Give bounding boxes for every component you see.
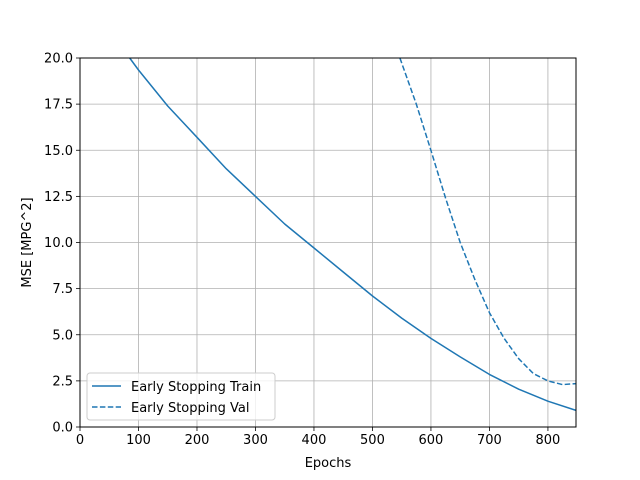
y-tick-label: 7.5 bbox=[52, 282, 73, 297]
x-tick-label: 0 bbox=[76, 433, 84, 448]
y-tick-label: 5.0 bbox=[52, 328, 73, 343]
y-tick-label: 10.0 bbox=[44, 236, 73, 251]
legend-train-label: Early Stopping Train bbox=[131, 380, 261, 395]
x-tick-label: 500 bbox=[360, 433, 385, 448]
y-axis-label: MSE [MPG^2] bbox=[20, 197, 35, 287]
x-axis-label: Epochs bbox=[305, 456, 352, 471]
x-tick-label: 800 bbox=[536, 433, 561, 448]
x-tick-label: 100 bbox=[126, 433, 151, 448]
x-tick-label: 600 bbox=[419, 433, 444, 448]
y-tick-label: 20.0 bbox=[44, 52, 73, 67]
val-loss-line bbox=[399, 57, 577, 386]
x-tick-label: 200 bbox=[185, 433, 210, 448]
legend-box bbox=[86, 372, 276, 421]
plot-series bbox=[129, 57, 577, 412]
y-tick-label: 15.0 bbox=[44, 144, 73, 159]
y-axis-ticks: 0.0 2.5 5.0 7.5 10.0 12.5 15.0 17.5 20.0 bbox=[44, 52, 80, 436]
x-axis-ticks: 0 100 200 300 400 500 600 700 800 bbox=[76, 427, 560, 448]
y-tick-label: 12.5 bbox=[44, 190, 73, 205]
legend: Early Stopping Train Early Stopping Val bbox=[86, 372, 276, 421]
y-tick-label: 17.5 bbox=[44, 98, 73, 113]
x-tick-label: 400 bbox=[302, 433, 327, 448]
x-tick-label: 300 bbox=[243, 433, 268, 448]
x-tick-label: 700 bbox=[477, 433, 502, 448]
y-tick-label: 0.0 bbox=[52, 421, 73, 436]
train-loss-line bbox=[129, 57, 577, 412]
y-tick-label: 2.5 bbox=[52, 374, 73, 389]
legend-val-label: Early Stopping Val bbox=[131, 401, 249, 416]
